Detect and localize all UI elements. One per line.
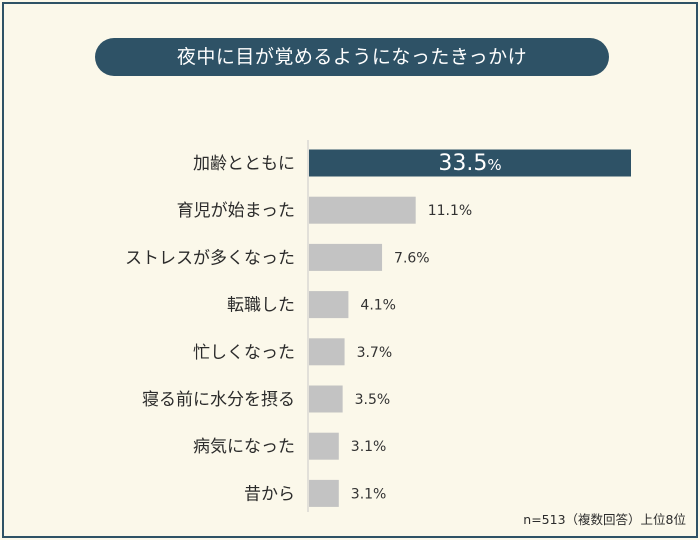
category-label: 忙しくなった	[193, 343, 295, 363]
value-label: 3.7%	[357, 345, 393, 361]
bar	[309, 338, 345, 366]
bar	[309, 243, 383, 271]
bar	[309, 479, 339, 507]
value-label: 3.1%	[351, 439, 387, 455]
bar	[309, 291, 349, 319]
value-label: 7.6%	[394, 250, 430, 266]
bar	[309, 432, 339, 460]
category-label: 育児が始まった	[177, 201, 295, 221]
value-label: 11.1%	[428, 203, 472, 219]
value-label: 3.1%	[351, 486, 387, 502]
category-label: ストレスが多くなった	[125, 248, 295, 268]
category-label: 寝る前に水分を摂る	[142, 389, 295, 410]
value-label: 3.5%	[355, 392, 391, 408]
value-label: 33.5%	[438, 151, 501, 176]
bar	[309, 149, 631, 177]
bar	[309, 196, 416, 224]
category-label: 加齢とともに	[193, 154, 295, 174]
chart-title: 夜中に目が覚めるようになったきっかけ	[95, 38, 609, 76]
value-label: 4.1%	[360, 298, 396, 314]
bar	[309, 385, 343, 413]
sample-note: n=513（複数回答）上位8位	[523, 512, 686, 527]
category-label: 昔から	[244, 484, 295, 504]
category-label: 転職した	[227, 296, 295, 316]
category-label: 病気になった	[193, 437, 295, 457]
